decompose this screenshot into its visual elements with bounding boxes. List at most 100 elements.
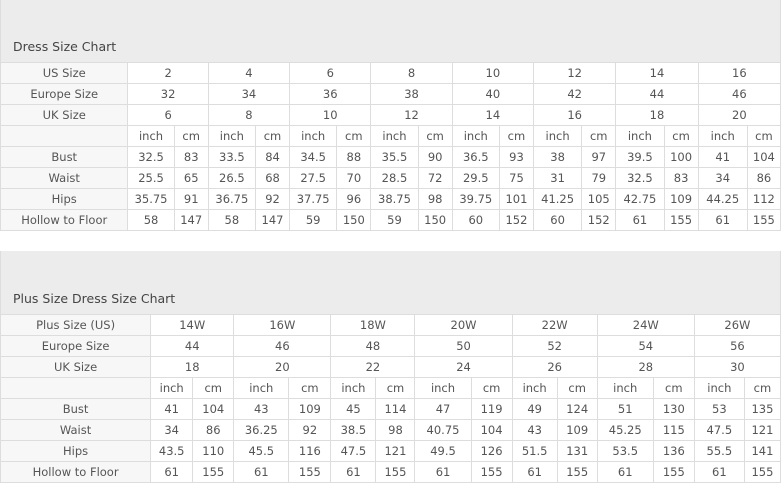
unit-inch: inch bbox=[207, 125, 256, 147]
row-label: Plus Size (US) bbox=[0, 314, 152, 336]
measure-cell: 100 bbox=[663, 146, 699, 168]
unit-inch: inch bbox=[596, 377, 654, 399]
size-cell: 20W bbox=[414, 314, 513, 336]
measure-cell: 114 bbox=[375, 398, 416, 420]
table-row: Hollow to Floor 58 147 58 147 59 150 59 150 60 152… bbox=[0, 209, 782, 231]
table-row: Plus Size (US) 14W 16W 18W 20W 22W 24W 26W bbox=[0, 314, 782, 336]
unit-inch: inch bbox=[414, 377, 472, 399]
size-cell: 16W bbox=[233, 314, 332, 336]
size-cell: 36 bbox=[289, 83, 372, 105]
unit-cm: cm bbox=[254, 125, 291, 147]
unit-inch: inch bbox=[289, 125, 338, 147]
size-cell: 54 bbox=[596, 335, 695, 357]
measure-cell: 65 bbox=[173, 167, 209, 189]
measure-cell: 43 bbox=[511, 419, 558, 441]
measure-cell: 97 bbox=[581, 146, 617, 168]
measure-cell: 35.75 bbox=[127, 188, 175, 210]
size-cell: 34 bbox=[207, 83, 291, 105]
measure-cell: 61 bbox=[233, 461, 290, 483]
table-row: UK Size 6 8 10 12 14 16 18 20 bbox=[0, 104, 782, 126]
measure-cell: 61 bbox=[330, 461, 377, 483]
size-cell: 52 bbox=[511, 335, 598, 357]
size-cell: 26 bbox=[511, 356, 598, 378]
size-cell: 10 bbox=[289, 104, 372, 126]
size-cell: 4 bbox=[207, 62, 291, 84]
measure-cell: 47.5 bbox=[330, 440, 377, 462]
measure-cell: 51 bbox=[596, 398, 654, 420]
measure-cell: 136 bbox=[652, 440, 695, 462]
table-row: Waist 34 86 36.25 92 38.5 98 40.75 104 43 109 45.25… bbox=[0, 419, 782, 441]
measure-cell: 43.5 bbox=[150, 440, 194, 462]
unit-cm: cm bbox=[375, 377, 416, 399]
measure-cell: 155 bbox=[743, 461, 782, 483]
measure-cell: 38 bbox=[533, 146, 583, 168]
row-label: Waist bbox=[0, 167, 129, 189]
plus-size-chart-section: Plus Size Dress Size Chart Plus Size (US… bbox=[0, 251, 782, 483]
unit-cm: cm bbox=[498, 125, 535, 147]
measure-cell: 59 bbox=[289, 209, 338, 231]
size-cell: 18 bbox=[615, 104, 699, 126]
unit-inch: inch bbox=[451, 125, 500, 147]
measure-cell: 121 bbox=[743, 419, 782, 441]
unit-cm: cm bbox=[470, 377, 513, 399]
size-cell: 10 bbox=[451, 62, 535, 84]
measure-cell: 59 bbox=[370, 209, 419, 231]
measure-cell: 155 bbox=[470, 461, 513, 483]
measure-cell: 61 bbox=[150, 461, 194, 483]
unit-cm: cm bbox=[581, 125, 617, 147]
measure-cell: 35.5 bbox=[370, 146, 419, 168]
measure-cell: 26.5 bbox=[207, 167, 256, 189]
measure-cell: 98 bbox=[417, 188, 453, 210]
measure-cell: 61 bbox=[697, 209, 748, 231]
size-table: US Size 2 4 6 8 10 12 14 16 Europe Size 32 34 36 38 40… bbox=[0, 62, 782, 231]
unit-inch: inch bbox=[330, 377, 377, 399]
measure-cell: 86 bbox=[746, 167, 782, 189]
measure-cell: 109 bbox=[556, 419, 598, 441]
row-label: Hollow to Floor bbox=[0, 209, 129, 231]
measure-cell: 130 bbox=[652, 398, 695, 420]
unit-inch: inch bbox=[533, 125, 583, 147]
section-header: Dress Size Chart bbox=[0, 0, 781, 62]
unit-cm: cm bbox=[743, 377, 782, 399]
row-label: Bust bbox=[0, 398, 152, 420]
unit-cm: cm bbox=[652, 377, 695, 399]
size-cell: 56 bbox=[693, 335, 782, 357]
measure-cell: 131 bbox=[556, 440, 598, 462]
measure-cell: 84 bbox=[254, 146, 291, 168]
measure-cell: 147 bbox=[254, 209, 291, 231]
measure-cell: 36.25 bbox=[233, 419, 290, 441]
table-row: Bust 41 104 43 109 45 114 47 119 49 124 51 130 53 135 bbox=[0, 398, 782, 420]
measure-cell: 34 bbox=[150, 419, 194, 441]
size-cell: 24W bbox=[596, 314, 695, 336]
measure-cell: 72 bbox=[417, 167, 453, 189]
table-row: Europe Size 32 34 36 38 40 42 44 46 bbox=[0, 83, 782, 105]
measure-cell: 104 bbox=[746, 146, 782, 168]
measure-cell: 116 bbox=[288, 440, 332, 462]
measure-cell: 115 bbox=[652, 419, 695, 441]
size-cell: 18W bbox=[330, 314, 416, 336]
unit-cm: cm bbox=[746, 125, 782, 147]
size-cell: 6 bbox=[289, 62, 372, 84]
measure-cell: 37.75 bbox=[289, 188, 338, 210]
measure-cell: 88 bbox=[336, 146, 372, 168]
measure-cell: 150 bbox=[417, 209, 453, 231]
unit-cm: cm bbox=[192, 377, 235, 399]
size-cell: 2 bbox=[127, 62, 209, 84]
measure-cell: 28.5 bbox=[370, 167, 419, 189]
measure-cell: 45.5 bbox=[233, 440, 290, 462]
measure-cell: 101 bbox=[498, 188, 535, 210]
unit-cm: cm bbox=[556, 377, 598, 399]
row-label: Hollow to Floor bbox=[0, 461, 152, 483]
measure-cell: 44.25 bbox=[697, 188, 748, 210]
measure-cell: 39.75 bbox=[451, 188, 500, 210]
measure-cell: 70 bbox=[336, 167, 372, 189]
size-cell: 18 bbox=[150, 356, 235, 378]
row-label: Europe Size bbox=[0, 335, 152, 357]
measure-cell: 36.75 bbox=[207, 188, 256, 210]
measure-cell: 41.25 bbox=[533, 188, 583, 210]
measure-cell: 135 bbox=[743, 398, 782, 420]
row-label: UK Size bbox=[0, 356, 152, 378]
measure-cell: 33.5 bbox=[207, 146, 256, 168]
measure-cell: 124 bbox=[556, 398, 598, 420]
size-cell: 24 bbox=[414, 356, 513, 378]
